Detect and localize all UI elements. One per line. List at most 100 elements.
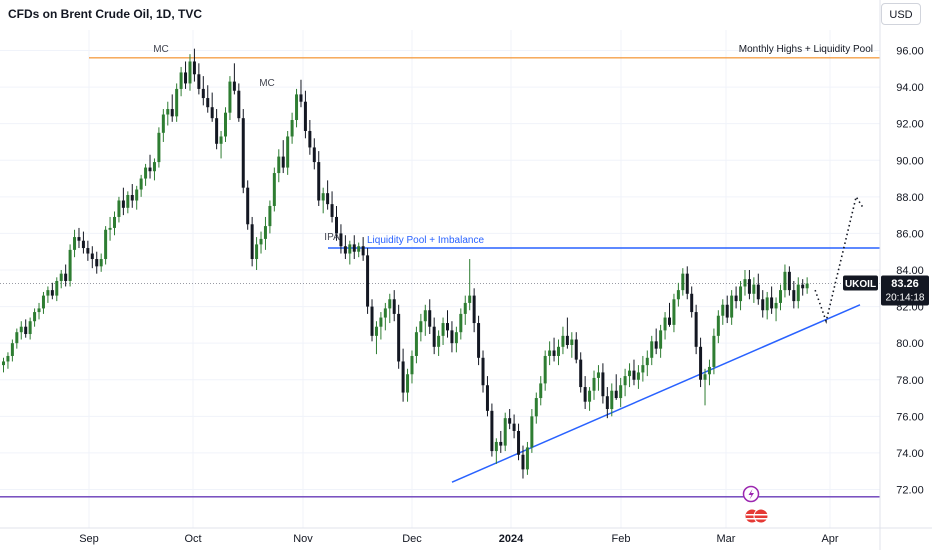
candle [343,235,347,260]
candle-body [228,81,232,113]
candle-body [414,332,418,356]
candle-body [503,418,507,446]
y-tick-label: 72.00 [896,485,924,497]
candle [770,286,774,314]
x-tick-label: Apr [821,533,838,545]
candle [241,109,245,194]
candle-body [747,279,751,294]
candle [388,293,392,324]
candle [268,200,272,234]
candle-body [423,310,427,322]
x-tick-label: Sep [79,533,99,545]
candle-body [508,418,512,424]
candle-body [730,295,734,318]
candle-body [801,284,805,289]
candle-body [605,396,609,410]
candle [374,321,378,355]
candle [521,445,525,479]
annotation-label: MC [153,44,169,55]
candle [756,273,760,305]
candle-body [628,370,632,377]
candle [77,227,81,249]
candle-body [543,355,547,384]
candle [28,317,32,340]
candle [623,368,627,397]
candle [636,365,640,389]
candle-body [157,132,161,163]
candle-body [761,299,765,311]
candle-body [95,259,99,267]
candle-body [579,359,583,388]
candle [747,270,751,300]
candle [33,308,37,327]
candle-body [192,61,196,75]
candle-body [459,313,463,333]
candle [508,409,512,430]
candle-body [694,312,698,347]
candle [783,264,787,298]
candle [459,308,463,340]
candle-body [232,81,236,91]
candle [801,279,805,296]
candle [463,295,467,325]
candle-body [472,295,476,324]
candle [503,412,507,452]
candle-body [410,355,414,375]
candle-body [636,372,640,380]
candle-body [619,385,623,399]
candle-body [352,244,356,252]
candle [108,216,112,241]
candle-body [676,290,680,300]
candle-body [712,335,716,367]
candle [494,438,498,464]
candle-body [494,441,498,452]
candle-body [139,178,143,190]
candle-body [113,216,116,228]
candle [286,130,290,175]
candle [579,352,583,393]
candle [663,312,667,340]
candle [681,268,685,296]
candle-body [654,341,658,349]
candle-body [534,398,538,417]
candle-body [263,226,267,239]
candle-body [126,195,130,208]
candle [379,312,383,340]
candle [117,196,121,223]
candle-body [15,332,19,344]
currency-button[interactable]: USD [881,3,921,25]
x-tick-label: 2024 [499,533,524,545]
candle-body [188,61,192,84]
candle-body [539,383,543,399]
candle-body [477,323,481,358]
candle-body [392,299,396,314]
candle [796,277,800,309]
candle-body [281,156,285,168]
candle-body [330,204,334,217]
candle-body [339,233,343,247]
candle [188,54,192,91]
candle [50,282,54,300]
x-tick-label: Feb [612,533,631,545]
candle-body [441,323,445,336]
candle [485,376,489,417]
candle-body [277,156,281,174]
candle [716,310,720,344]
candle [774,297,778,322]
annotation-label: MC [259,78,275,89]
candle [175,83,179,122]
candle-body [770,297,774,309]
candle-body [215,118,219,144]
candle-body [170,109,174,117]
candle [654,328,658,355]
candle-body [361,246,365,256]
candle [228,76,232,121]
candle [423,304,427,336]
y-tick-label: 78.00 [896,375,924,387]
candle-body [716,315,720,336]
candle [73,229,77,258]
candle-body [268,205,272,227]
candle-body [570,339,574,345]
